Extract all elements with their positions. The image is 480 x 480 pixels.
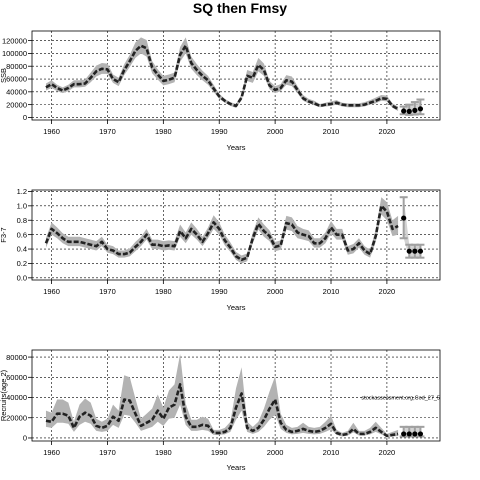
- x-tick-label: 2000: [267, 127, 284, 136]
- forecast-point: [412, 431, 418, 437]
- y-tick-label: 0.2: [17, 259, 27, 268]
- y-tick-label: 0: [23, 113, 27, 122]
- forecast-point: [417, 248, 424, 254]
- forecast-band: [403, 426, 421, 437]
- y-tick-label: 0.4: [17, 245, 27, 254]
- x-tick-label: 2000: [267, 448, 284, 457]
- y-tick-label: 60000: [6, 75, 27, 84]
- x-tick-label: 1990: [211, 287, 228, 296]
- figure-title: SQ then Fmsy: [192, 0, 288, 16]
- forecast-point: [406, 431, 412, 437]
- x-tick-label: 2010: [323, 448, 340, 457]
- y-tick-label: 0.0: [17, 274, 27, 283]
- panel-ssb: 1960 1970 1980 1990 2000 2010 2020 0 20000 40000 6…: [0, 30, 441, 152]
- x-axis-label: Years: [227, 303, 246, 312]
- y-tick-label: 60000: [6, 373, 27, 382]
- x-tick-label: 1960: [43, 287, 60, 296]
- y-tick-label: 1.0: [17, 202, 27, 211]
- confidence-band: [45, 354, 399, 437]
- panel-recruitment: 1960 1970 1980 1990 2000 2010 2020 0 20000 40000 6…: [0, 349, 441, 472]
- y-axis-label: F3-7: [0, 227, 8, 242]
- y-tick-label: 40000: [6, 393, 27, 402]
- x-tick-label: 2010: [323, 287, 340, 296]
- y-tick-label: 80000: [6, 353, 27, 362]
- plot-frame: [31, 189, 441, 281]
- y-tick-label: 100000: [2, 49, 27, 58]
- forecast-point: [406, 108, 412, 114]
- y-tick-label: 0.8: [17, 216, 27, 225]
- x-tick-label: 1980: [155, 127, 172, 136]
- x-tick-label: 2020: [379, 448, 396, 457]
- forecast-point: [412, 248, 418, 254]
- y-axis-label: Recruits(age 2): [0, 369, 8, 421]
- x-tick-label: 2020: [379, 287, 396, 296]
- x-axis-label: Years: [227, 143, 246, 152]
- forecast-point: [417, 431, 424, 437]
- stock-annotation: stockassessment.org,Cod_27_5: [361, 396, 440, 402]
- plot-frame: [31, 349, 441, 442]
- x-tick-label: 2000: [267, 287, 284, 296]
- y-tick-label: 1.2: [17, 187, 27, 196]
- forecast-band: [403, 197, 421, 258]
- x-tick-label: 1970: [99, 448, 116, 457]
- forecast-point: [401, 431, 407, 437]
- x-axis-label: Years: [227, 463, 246, 472]
- series-line: [45, 383, 399, 438]
- y-tick-label: 20000: [6, 100, 27, 109]
- y-tick-label: 40000: [6, 88, 27, 97]
- forecast-point: [401, 108, 407, 114]
- x-tick-label: 1970: [99, 287, 116, 296]
- forecast-point: [417, 106, 424, 112]
- x-tick-label: 1960: [43, 127, 60, 136]
- x-tick-label: 2020: [379, 127, 396, 136]
- x-tick-label: 2010: [323, 127, 340, 136]
- y-tick-label: 80000: [6, 62, 27, 71]
- forecast-point: [412, 107, 418, 113]
- y-tick-label: 20000: [6, 413, 27, 422]
- x-tick-label: 1980: [155, 287, 172, 296]
- x-tick-label: 1960: [43, 448, 60, 457]
- y-axis-label: SSB: [0, 68, 8, 83]
- y-tick-label: 120000: [2, 36, 27, 45]
- x-tick-label: 1990: [211, 448, 228, 457]
- x-tick-label: 1990: [211, 127, 228, 136]
- y-tick-label: 0: [23, 434, 27, 443]
- series-line: [45, 44, 399, 111]
- confidence-band: [45, 197, 399, 264]
- x-tick-label: 1980: [155, 448, 172, 457]
- x-tick-label: 1970: [99, 127, 116, 136]
- panel-f: 1960 1970 1980 1990 2000 2010 2020 0.0 0.2 0.4 0.6…: [0, 187, 441, 312]
- forecast-point: [401, 215, 407, 221]
- y-tick-label: 0.6: [17, 230, 27, 239]
- series-line: [44, 204, 399, 262]
- plot-frame: [31, 30, 441, 121]
- forecast-point: [406, 248, 412, 254]
